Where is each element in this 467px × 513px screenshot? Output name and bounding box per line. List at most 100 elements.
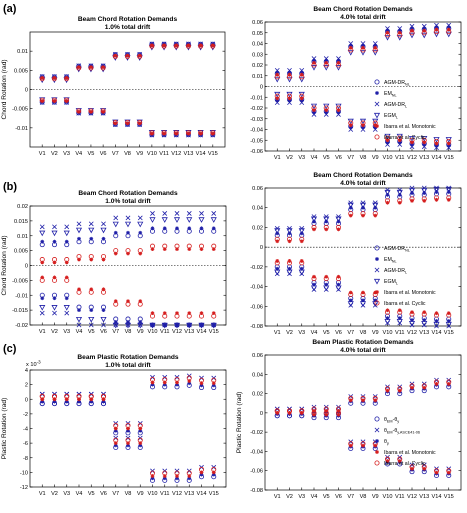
- chart-2-xtick-label: V2: [286, 155, 293, 161]
- chart-2-point-em: [361, 125, 365, 130]
- chart-2-legend-label-agm_dr_l: AGM-DRL: [384, 102, 407, 109]
- chart-6-xtick-label: V14: [432, 494, 442, 500]
- chart-3-point-ibarra_mono: [40, 275, 45, 280]
- chart-4-point-em: [410, 318, 414, 322]
- chart-4-xtick-label: V12: [407, 330, 417, 336]
- chart-1-point-ibarra_mono: [76, 109, 81, 114]
- chart-1-point-ibarra_cyc: [64, 97, 70, 103]
- chart-4-xtick-label: V6: [335, 330, 342, 336]
- chart-6-point-ibarra_cyc: [299, 408, 305, 414]
- chart-4-legend-label-ibarra_mono: Ibarra et al. Monotonic: [384, 290, 436, 296]
- chart-6-point-ibarra_cyc: [286, 408, 292, 414]
- chart-4-legend-main: AGM-DR: [384, 246, 405, 252]
- chart-2-point-em: [446, 25, 451, 30]
- chart-2-xtick-label: V3: [298, 155, 305, 161]
- chart-3-point-em: [162, 226, 167, 231]
- chart-3-point-egm: [173, 217, 181, 223]
- chart-3-xtick-label: V14: [197, 329, 207, 335]
- chart-6-xtick-label: V4: [311, 494, 318, 500]
- chart-1-point-ibarra_mono: [101, 65, 106, 70]
- chart-2-point-em: [410, 26, 414, 31]
- chart-3-point-egm: [161, 322, 168, 329]
- chart-2-point-ibarra_cyc: [446, 29, 452, 35]
- chart-4-ytick-label: 0: [260, 245, 263, 251]
- chart-4-point-egm: [310, 285, 318, 292]
- chart-2-point-ibarra_cyc: [286, 74, 292, 80]
- chart-2-point-egm: [310, 65, 318, 71]
- chart-3-xtick-label: V2: [51, 329, 58, 335]
- chart-2-point-em: [312, 110, 316, 115]
- chart-5-point-theta_p: [175, 382, 179, 387]
- chart-2-point-agm_dr_l: [409, 23, 415, 29]
- chart-2-point-ibarra_cyc: [397, 32, 403, 38]
- chart-4-legend-main: AGM-DR: [384, 268, 405, 274]
- chart-5-point-theta_p: [126, 428, 130, 433]
- chart-2-ytick-label: 0.01: [252, 74, 263, 80]
- chart-6-point-ibarra_cyc: [409, 383, 415, 389]
- chart-1-point-ibarra_cyc: [173, 43, 179, 49]
- chart-4-point-ibarra_cyc: [433, 312, 439, 318]
- chart-5-point-ibarra_cyc: [174, 377, 180, 383]
- chart-2-ytick-label: -0.01: [250, 95, 263, 101]
- chart-4-point-em: [275, 266, 280, 271]
- chart-1-point-ibarra_cyc: [185, 43, 191, 49]
- chart-3-point-ibarra_mono: [77, 287, 81, 292]
- chart-3-point-egm: [161, 217, 168, 223]
- chart-5-point-theta_p: [162, 382, 167, 387]
- chart-4-ytick-label: 0.04: [252, 206, 263, 212]
- chart-3-point-egm: [198, 322, 205, 329]
- chart-2-point-agm_dr_l: [348, 41, 354, 46]
- chart-5-point-ibarra_mono: [52, 397, 57, 402]
- chart-5-point-ibarra_cyc: [88, 393, 94, 399]
- chart-4-point-ibarra_cyc: [409, 311, 415, 317]
- chart-4-point-egm: [274, 228, 281, 234]
- chart-3-point-ibarra_cyc: [125, 248, 131, 254]
- chart-3-point-ibarra_mono: [89, 287, 94, 292]
- chart-1-point-ibarra_cyc: [112, 119, 118, 125]
- chart-1-xtick-label: V14: [196, 151, 206, 157]
- chart-5-ytick-label: -2: [23, 412, 28, 418]
- chart-2-point-agm_dr_l: [299, 67, 305, 73]
- chart-4-point-egm: [335, 216, 342, 223]
- chart-4-legend-main: EGM: [384, 279, 396, 285]
- chart-3-point-ibarra_cyc: [137, 248, 143, 254]
- chart-3-point-egm: [210, 322, 217, 329]
- chart-6-axes-box: [264, 354, 462, 491]
- chart-1-point-ibarra_mono: [210, 131, 215, 136]
- chart-1-point-ibarra_cyc: [125, 119, 131, 125]
- chart-4-point-ibarra_cyc: [311, 224, 317, 230]
- chart-5-point-theta_p: [89, 399, 94, 404]
- chart-3-xtick-label: V3: [63, 329, 70, 335]
- chart-2-point-agm_dr_l: [397, 142, 403, 147]
- chart-1-xtick-label: V15: [208, 151, 218, 157]
- chart-5-point-theta_p: [64, 399, 69, 404]
- chart-5-xtick-label: V10: [148, 491, 158, 497]
- chart-3-point-ibarra_cyc: [113, 301, 119, 307]
- chart-4-point-ibarra_cyc: [274, 236, 280, 242]
- chart-2-point-ibarra_cyc: [433, 29, 439, 35]
- chart-1-xtick-label: V11: [159, 151, 169, 157]
- chart-3-point-agm_dr_l: [101, 221, 106, 227]
- chart-3-point-ibarra_cyc: [162, 243, 168, 249]
- chart-4-point-egm: [298, 269, 305, 276]
- chart-1-point-ibarra_mono: [40, 76, 45, 80]
- chart-5-point-theta_p: [211, 472, 216, 477]
- chart-5-point-ibarra_cyc: [211, 377, 217, 383]
- chart-3-point-egm: [124, 322, 132, 329]
- chart-3-point-ibarra_cyc: [113, 248, 119, 254]
- chart-1-xtick-label: V5: [88, 151, 95, 157]
- chart-2-point-agm_dr_l: [323, 56, 329, 61]
- chart-2-point-agm_dr_l: [397, 26, 403, 31]
- chart-2-point-agm_dr_l: [372, 41, 378, 46]
- chart-6-legend-rest: -θ: [393, 417, 398, 423]
- chart-6-legend-main: θ: [384, 439, 387, 445]
- chart-3-point-agm_dr_l: [39, 310, 45, 316]
- chart-3-point-em: [138, 320, 143, 324]
- chart-3-point-agm_dr_l: [186, 211, 192, 216]
- chart-3-point-em: [89, 308, 94, 313]
- chart-1-point-ibarra_cyc: [88, 108, 94, 114]
- chart-3-point-ibarra_cyc: [101, 254, 107, 260]
- chart-2-xtick-label: V5: [323, 155, 330, 161]
- chart-4-point-ibarra_cyc: [397, 309, 403, 315]
